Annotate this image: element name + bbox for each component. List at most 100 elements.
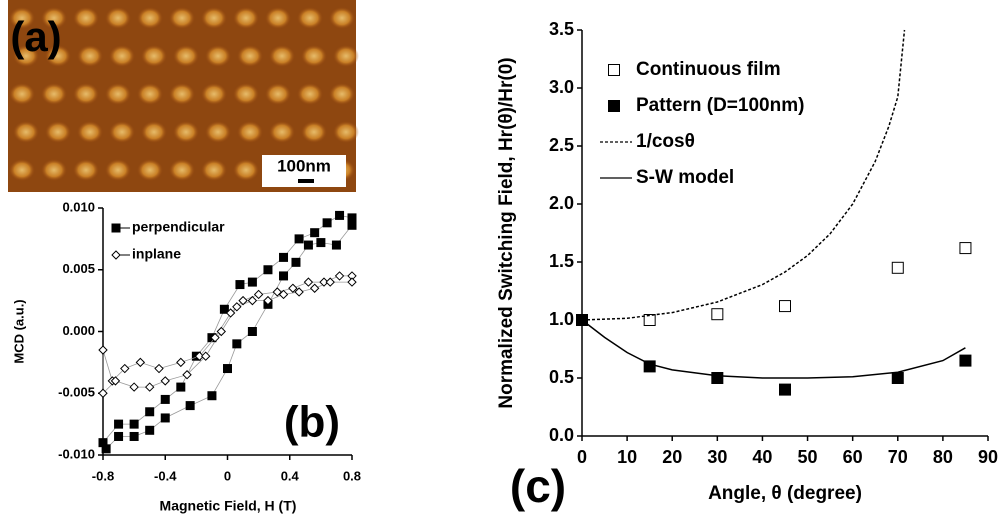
x-tick-label: 0: [577, 447, 587, 467]
afm-dot: [233, 7, 259, 29]
marker: [98, 345, 108, 355]
marker: [335, 210, 345, 220]
y-tick-label: 0.010: [62, 199, 95, 214]
marker: [160, 413, 170, 423]
legend-label: inplane: [132, 246, 181, 262]
x-tick-label: 90: [978, 447, 998, 467]
afm-dot: [77, 45, 103, 67]
marker: [643, 360, 656, 373]
afm-dot: [105, 83, 131, 105]
afm-dot: [265, 7, 291, 29]
marker: [135, 357, 146, 368]
marker: [263, 265, 273, 275]
series-connector: [102, 275, 352, 395]
panel-label: (a): [10, 13, 61, 60]
afm-dot: [205, 121, 231, 143]
afm-dot: [237, 45, 263, 67]
marker: [210, 332, 220, 343]
y-tick-label: -0.010: [58, 446, 95, 461]
afm-dot: [329, 83, 355, 105]
y-tick-label: 3.5: [549, 19, 574, 39]
afm-dot: [45, 45, 71, 67]
marker: [263, 295, 273, 306]
legend-marker: [111, 250, 121, 260]
marker: [223, 364, 232, 374]
afm-dot: [333, 121, 359, 143]
marker: [247, 295, 258, 306]
x-tick-label: 20: [662, 447, 682, 467]
marker: [294, 234, 304, 244]
x-axis-label: Angle, θ (degree): [708, 483, 862, 504]
afm-dot: [173, 45, 199, 67]
marker: [319, 277, 329, 287]
afm-dot: [301, 121, 327, 143]
marker: [101, 444, 111, 454]
marker: [232, 302, 242, 312]
marker: [247, 277, 257, 287]
afm-dot: [201, 83, 227, 105]
marker: [891, 261, 904, 274]
afm-dot: [109, 121, 135, 143]
marker: [225, 308, 236, 318]
afm-dot: [169, 159, 195, 181]
marker: [160, 376, 170, 386]
marker: [325, 277, 335, 287]
marker: [114, 431, 124, 441]
x-tick-label: 10: [617, 447, 637, 467]
marker: [176, 382, 186, 392]
marker: [779, 383, 791, 396]
x-tick-label: 30: [707, 447, 727, 467]
marker: [207, 391, 217, 401]
x-tick-label: 0.8: [343, 468, 361, 483]
y-tick-label: 1.0: [549, 309, 574, 329]
x-tick-label: 70: [888, 447, 908, 467]
marker: [253, 289, 264, 300]
afm-dot: [137, 159, 163, 181]
marker: [331, 240, 341, 250]
marker: [334, 271, 345, 281]
legend-label: 1/cosθ: [636, 131, 695, 152]
afm-dot: [141, 121, 167, 143]
marker: [144, 382, 155, 392]
afm-dot: [233, 159, 259, 181]
x-tick-label: 50: [798, 447, 818, 467]
marker: [98, 388, 108, 398]
afm-dot: [73, 7, 99, 29]
marker: [129, 419, 139, 429]
scale-bar-label: 100nm: [277, 156, 331, 175]
y-tick-label: 2.0: [549, 193, 574, 213]
panel-label: (b): [284, 398, 340, 447]
marker: [303, 277, 314, 287]
x-tick-label: -0.8: [92, 468, 114, 483]
panel-label: (c): [510, 460, 566, 512]
marker: [303, 240, 313, 250]
legend-label: Continuous film: [636, 59, 781, 80]
marker: [176, 357, 186, 368]
afm-dot: [41, 159, 67, 181]
marker: [711, 308, 724, 321]
afm-dot: [73, 159, 99, 181]
legend-label: perpendicular: [132, 219, 225, 235]
marker: [201, 351, 211, 361]
afm-dot: [201, 159, 227, 181]
marker: [114, 419, 124, 429]
afm-dot: [105, 159, 131, 181]
marker: [154, 363, 164, 374]
marker: [216, 326, 226, 337]
y-axis-label: Normalized Switching Field, Hr(θ)/Hr(0): [496, 57, 517, 408]
afm-dot: [169, 83, 195, 105]
y-tick-label: 3.0: [549, 77, 574, 97]
marker: [279, 271, 289, 281]
afm-dot: [233, 83, 259, 105]
marker: [160, 394, 170, 404]
afm-dot: [105, 7, 131, 29]
y-tick-label: 0.5: [549, 367, 574, 387]
afm-dot: [13, 121, 39, 143]
afm-dot: [269, 45, 295, 67]
afm-dot: [137, 7, 163, 29]
afm-image: [8, 0, 359, 192]
marker: [235, 280, 245, 290]
marker: [322, 218, 332, 228]
marker: [891, 372, 904, 384]
scale-bar: [298, 179, 314, 183]
